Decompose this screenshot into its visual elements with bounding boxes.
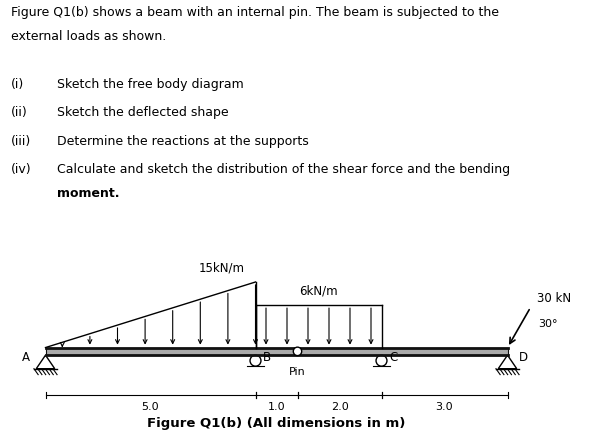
Text: Sketch the free body diagram: Sketch the free body diagram	[57, 78, 243, 91]
Text: (ii): (ii)	[11, 106, 27, 119]
Circle shape	[293, 347, 302, 356]
Text: 2.0: 2.0	[331, 402, 349, 412]
Text: C: C	[389, 351, 397, 364]
Text: 15kN/m: 15kN/m	[199, 261, 245, 274]
Text: (iii): (iii)	[11, 135, 31, 148]
Text: (iv): (iv)	[11, 163, 32, 176]
Polygon shape	[36, 355, 55, 368]
Bar	[45, 348, 508, 355]
Text: (i): (i)	[11, 78, 24, 91]
Circle shape	[376, 355, 387, 366]
Text: Calculate and sketch the distribution of the shear force and the bending: Calculate and sketch the distribution of…	[57, 163, 510, 176]
Text: Determine the reactions at the supports: Determine the reactions at the supports	[57, 135, 308, 148]
Text: 6kN/m: 6kN/m	[299, 285, 338, 298]
Text: Sketch the deflected shape: Sketch the deflected shape	[57, 106, 228, 119]
Text: external loads as shown.: external loads as shown.	[11, 30, 166, 43]
Text: Figure Q1(b) shows a beam with an internal pin. The beam is subjected to the: Figure Q1(b) shows a beam with an intern…	[11, 6, 499, 19]
Text: moment.: moment.	[57, 187, 119, 200]
Circle shape	[250, 355, 261, 366]
Text: 30 kN: 30 kN	[537, 292, 571, 305]
Text: Pin: Pin	[289, 367, 306, 377]
Text: B: B	[263, 351, 271, 364]
Text: Figure Q1(b) (All dimensions in m): Figure Q1(b) (All dimensions in m)	[148, 417, 406, 430]
Text: A: A	[23, 351, 30, 364]
Text: 3.0: 3.0	[436, 402, 453, 412]
Polygon shape	[498, 355, 516, 368]
Text: 30°: 30°	[538, 319, 558, 329]
Text: 1.0: 1.0	[268, 402, 286, 412]
Text: D: D	[519, 351, 528, 364]
Text: 5.0: 5.0	[142, 402, 159, 412]
